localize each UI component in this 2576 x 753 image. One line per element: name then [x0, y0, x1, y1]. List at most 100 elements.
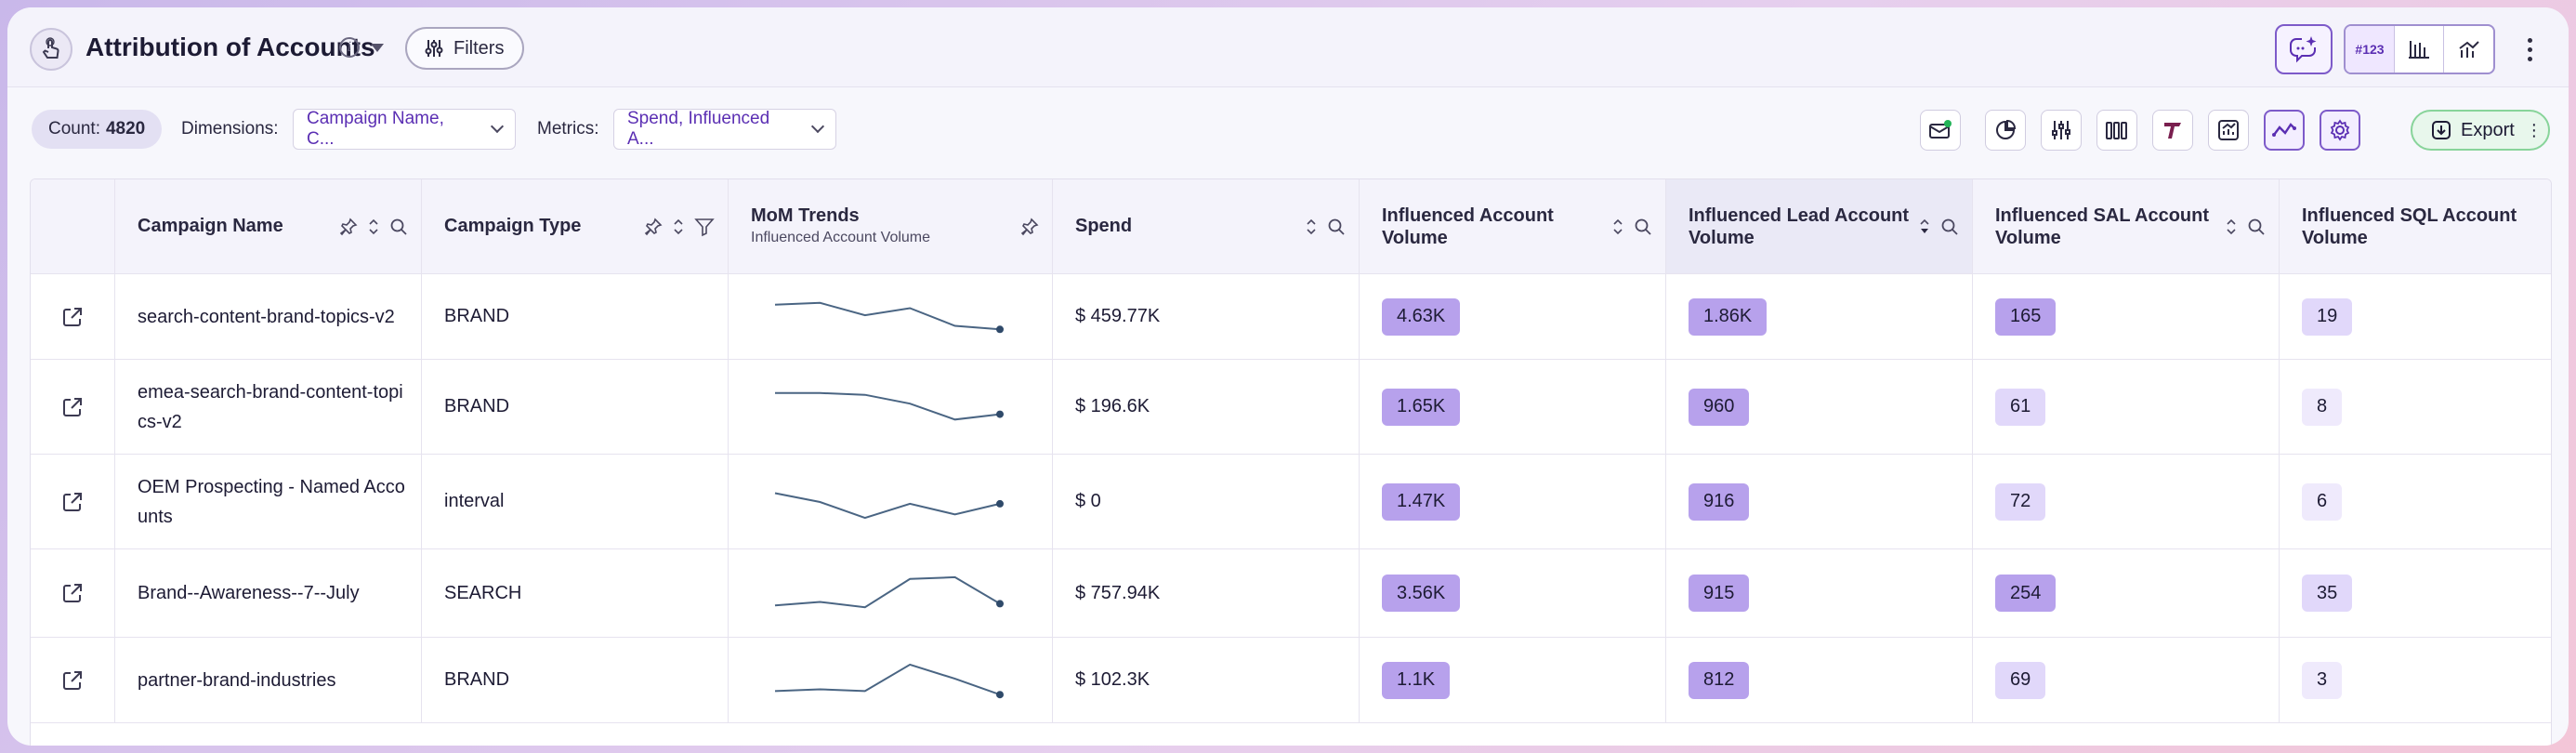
trend-line-button[interactable]	[2264, 110, 2305, 151]
column-header-spend[interactable]: Spend	[1053, 179, 1360, 273]
column-header-campaign-type[interactable]: Campaign Type	[422, 179, 729, 273]
column-actions	[1305, 218, 1346, 236]
filter-icon[interactable]	[694, 217, 715, 237]
column-header-label: Campaign Name	[138, 216, 283, 236]
count-value: 4820	[105, 119, 146, 139]
pie-chart-icon	[1996, 119, 2017, 139]
influenced-sql-account-volume-badge: 6	[2302, 482, 2343, 521]
info-icon[interactable]: i	[339, 37, 360, 58]
sort-desc-icon[interactable]	[1918, 218, 1931, 236]
column-actions	[644, 217, 715, 237]
download-icon	[2432, 121, 2451, 139]
influenced-account-volume-cell: 1.47K	[1360, 455, 1666, 548]
columns-icon	[2106, 122, 2127, 139]
sparkline-line	[774, 575, 1001, 609]
touch-logo-icon[interactable]	[30, 28, 72, 71]
chart-view-button[interactable]	[2444, 26, 2493, 73]
table-row[interactable]: emea-search-brand-content-topics-v2 BRAND…	[31, 360, 2551, 455]
influenced-sal-account-volume-badge: 61	[1995, 388, 2046, 426]
influenced-sal-account-volume-cell: 69	[1973, 638, 2280, 722]
column-header-mom-trends[interactable]: MoM Trends Influenced Account Volume	[729, 179, 1053, 273]
title-dropdown-caret-icon[interactable]	[371, 44, 384, 52]
pin-icon[interactable]	[644, 218, 663, 236]
mail-status-icon	[1929, 120, 1952, 139]
sparkline-line	[774, 663, 1001, 695]
external-link-icon[interactable]	[61, 582, 84, 604]
column-layout-button[interactable]	[2096, 110, 2137, 151]
campaign-name: search-content-brand-topics-v2	[138, 306, 395, 327]
campaign-type: BRAND	[444, 396, 510, 416]
search-icon[interactable]	[1634, 218, 1652, 236]
export-label: Export	[2461, 119, 2515, 140]
column-header-influenced-sal-account-volume[interactable]: Influenced SAL Account Volume	[1973, 179, 2280, 273]
open-link-cell	[31, 274, 115, 359]
search-icon[interactable]	[389, 218, 408, 236]
pin-icon[interactable]	[339, 218, 358, 236]
column-header-label: Spend	[1075, 216, 1133, 236]
brand-t-icon	[2164, 123, 2181, 139]
page-title: Attribution of Accounts	[85, 33, 375, 61]
search-icon[interactable]	[2247, 218, 2266, 236]
influenced-sal-account-volume-cell: 165	[1973, 274, 2280, 359]
sort-icon[interactable]	[2225, 218, 2238, 236]
analytics-button[interactable]	[2208, 110, 2249, 151]
table-row[interactable]: partner-brand-industries BRAND $ 102.3K 1.1…	[31, 638, 2551, 723]
influenced-sal-account-volume-cell: 72	[1973, 455, 2280, 548]
pin-icon[interactable]	[1020, 218, 1039, 236]
export-more-icon[interactable]: ⋮	[2525, 120, 2543, 139]
count-label: Count:	[48, 119, 100, 139]
sort-icon[interactable]	[1611, 218, 1624, 236]
settings-button[interactable]	[2320, 110, 2360, 151]
campaign-name-cell: emea-search-brand-content-topics-v2	[115, 360, 422, 454]
sort-icon[interactable]	[672, 218, 685, 236]
column-actions	[1611, 218, 1652, 236]
column-header-campaign-name[interactable]: Campaign Name	[115, 179, 422, 273]
ai-chat-button[interactable]	[2275, 24, 2333, 74]
influenced-sql-account-volume-badge: 19	[2302, 297, 2353, 336]
integration-button[interactable]	[2152, 110, 2193, 151]
sort-icon[interactable]	[367, 218, 380, 236]
influenced-sal-account-volume-badge: 254	[1995, 575, 2057, 612]
search-icon[interactable]	[1327, 218, 1346, 236]
app-frame: Attribution of Accounts i Filters #123 C…	[7, 7, 2569, 746]
influenced-sal-account-volume-badge: 165	[1995, 297, 2057, 336]
spend-cell: $ 102.3K	[1053, 638, 1360, 722]
sort-icon[interactable]	[1305, 218, 1318, 236]
metrics-select[interactable]: Spend, Influenced A...	[613, 109, 836, 150]
spend-cell: $ 196.6K	[1053, 360, 1360, 454]
mom-trend-cell	[729, 360, 1053, 454]
external-link-icon[interactable]	[61, 669, 84, 692]
table-row[interactable]: Brand--Awareness--7--July SEARCH $ 757.94K…	[31, 549, 2551, 638]
influenced-sal-account-volume-cell: 61	[1973, 360, 2280, 454]
pie-chart-button[interactable]	[1985, 110, 2026, 151]
external-link-icon[interactable]	[61, 306, 84, 328]
influenced-sql-account-volume-cell: 8	[2280, 360, 2551, 454]
search-icon[interactable]	[1940, 218, 1959, 236]
influenced-account-volume-badge: 1.47K	[1382, 482, 1461, 521]
table-view-button[interactable]	[2395, 26, 2444, 73]
open-link-cell	[31, 360, 115, 454]
influenced-lead-account-volume-badge: 960	[1689, 388, 1750, 426]
table-header-row: Campaign Name Campaign Type MoM Trends	[31, 179, 2551, 274]
more-options-icon[interactable]	[2518, 28, 2541, 71]
column-header-influenced-sql-account-volume[interactable]: Influenced SQL Account Volume	[2280, 179, 2551, 273]
table-row[interactable]: OEM Prospecting - Named Accounts interval…	[31, 455, 2551, 549]
influenced-lead-account-volume-cell: 915	[1666, 549, 1973, 637]
campaign-name-cell: Brand--Awareness--7--July	[115, 549, 422, 637]
export-button[interactable]: Export ⋮	[2411, 110, 2550, 151]
scheduled-report-button[interactable]	[1920, 110, 1961, 151]
external-link-icon[interactable]	[61, 396, 84, 418]
sparkline-endpoint	[996, 410, 1004, 418]
adjust-columns-button[interactable]	[2041, 110, 2082, 151]
table-row[interactable]: search-content-brand-topics-v2 BRAND $ 459…	[31, 274, 2551, 360]
influenced-lead-account-volume-cell: 1.86K	[1666, 274, 1973, 359]
external-link-icon[interactable]	[61, 491, 84, 513]
filters-button[interactable]: Filters	[405, 27, 524, 70]
dimensions-select[interactable]: Campaign Name, C...	[293, 109, 516, 150]
column-header-influenced-account-volume[interactable]: Influenced Account Volume	[1360, 179, 1666, 273]
column-header-label: MoM Trends	[751, 205, 860, 226]
number-view-button[interactable]: #123	[2346, 26, 2395, 73]
spend-value: $ 196.6K	[1075, 396, 1150, 416]
column-header-label: Influenced SAL Account Volume	[1995, 205, 2210, 248]
column-header-influenced-lead-account-volume[interactable]: Influenced Lead Account Volume	[1666, 179, 1973, 273]
